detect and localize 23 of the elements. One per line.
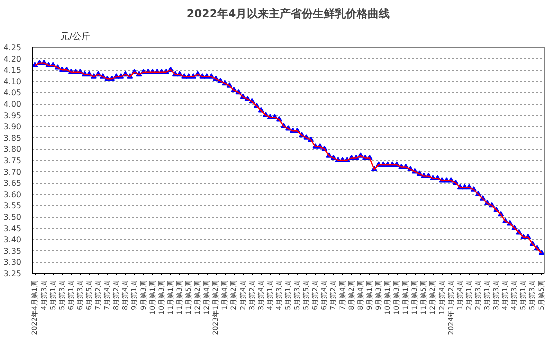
y-tick-label: 3.35	[4, 246, 22, 256]
y-tick-label: 3.60	[4, 190, 22, 200]
y-axis-title: 元/公斤	[60, 32, 91, 42]
y-tick-label: 3.30	[4, 258, 22, 268]
y-tick-label: 3.85	[4, 134, 22, 143]
y-tick-label: 3.50	[4, 213, 22, 222]
y-tick-label: 3.95	[4, 111, 22, 120]
y-tick-label: 3.80	[4, 145, 22, 154]
y-tick-label: 3.45	[4, 224, 22, 234]
y-tick-label: 4.25	[4, 44, 22, 52]
y-tick-label: 3.90	[4, 122, 22, 132]
y-tick-label: 4.05	[4, 88, 22, 98]
y-tick-label: 3.40	[4, 236, 22, 245]
y-tick-label: 3.65	[4, 179, 22, 188]
y-tick-label: 3.70	[4, 168, 22, 177]
y-tick-label: 3.75	[4, 156, 22, 166]
y-tick-label: 4.10	[4, 77, 22, 86]
y-tick-label: 4.15	[4, 66, 22, 76]
y-tick-label: 4.00	[4, 100, 22, 109]
chart-title: 2022年4月以来主产省份生鲜乳价格曲线	[186, 8, 390, 20]
y-tick-label: 3.55	[4, 202, 22, 211]
y-tick-label: 4.20	[4, 54, 22, 64]
y-tick-label: 3.25	[4, 270, 22, 278]
